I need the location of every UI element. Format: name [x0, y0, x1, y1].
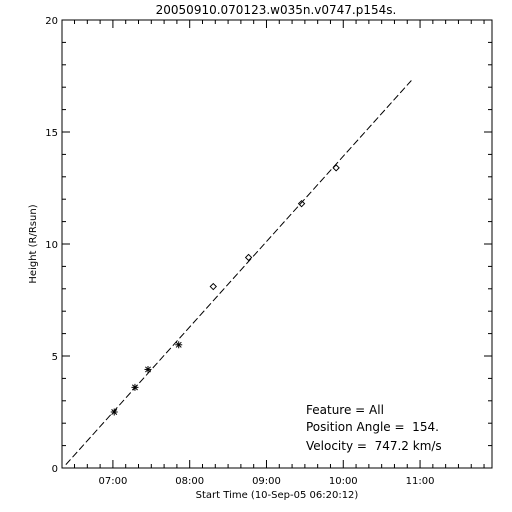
x-tick-label: 07:00: [98, 476, 127, 487]
annotation-position-angle: Position Angle = 154.: [306, 420, 439, 434]
diamond-point: [209, 282, 217, 291]
x-tick-label: 08:00: [175, 476, 204, 487]
y-tick-label: 20: [45, 16, 58, 27]
asterisk-point: [110, 408, 118, 416]
diamond-point: [332, 164, 340, 172]
fit-line: [65, 80, 412, 465]
chart-title: 20050910.070123.w035n.v0747.p154s.: [156, 3, 397, 17]
asterisk-point: [175, 341, 183, 349]
y-tick-label: 5: [52, 352, 58, 363]
diamond-point: [297, 199, 306, 208]
y-axis-label: Height (R/Rsun): [28, 204, 39, 283]
fit-line-group: [65, 80, 412, 465]
asterisk-point: [131, 383, 139, 391]
axis-ticks: 0 5 10 15 20 07:00 08:00 09:00 10:00 11:00: [45, 16, 492, 487]
y-tick-label: 10: [45, 240, 58, 251]
data-points: [110, 164, 340, 416]
y-tick-label: 0: [52, 464, 58, 475]
x-tick-label: 10:00: [329, 476, 358, 487]
x-axis-label: Start Time (10-Sep-05 06:20:12): [196, 490, 359, 501]
x-tick-label: 09:00: [252, 476, 281, 487]
x-tick-label: 11:00: [406, 476, 435, 487]
annotation-feature: Feature = All: [306, 403, 384, 417]
asterisk-point: [144, 365, 152, 373]
y-tick-label: 15: [45, 128, 58, 139]
annotation-velocity: Velocity = 747.2 km/s: [306, 439, 442, 453]
plot-frame: [61, 19, 493, 469]
diamond-point: [244, 253, 253, 262]
